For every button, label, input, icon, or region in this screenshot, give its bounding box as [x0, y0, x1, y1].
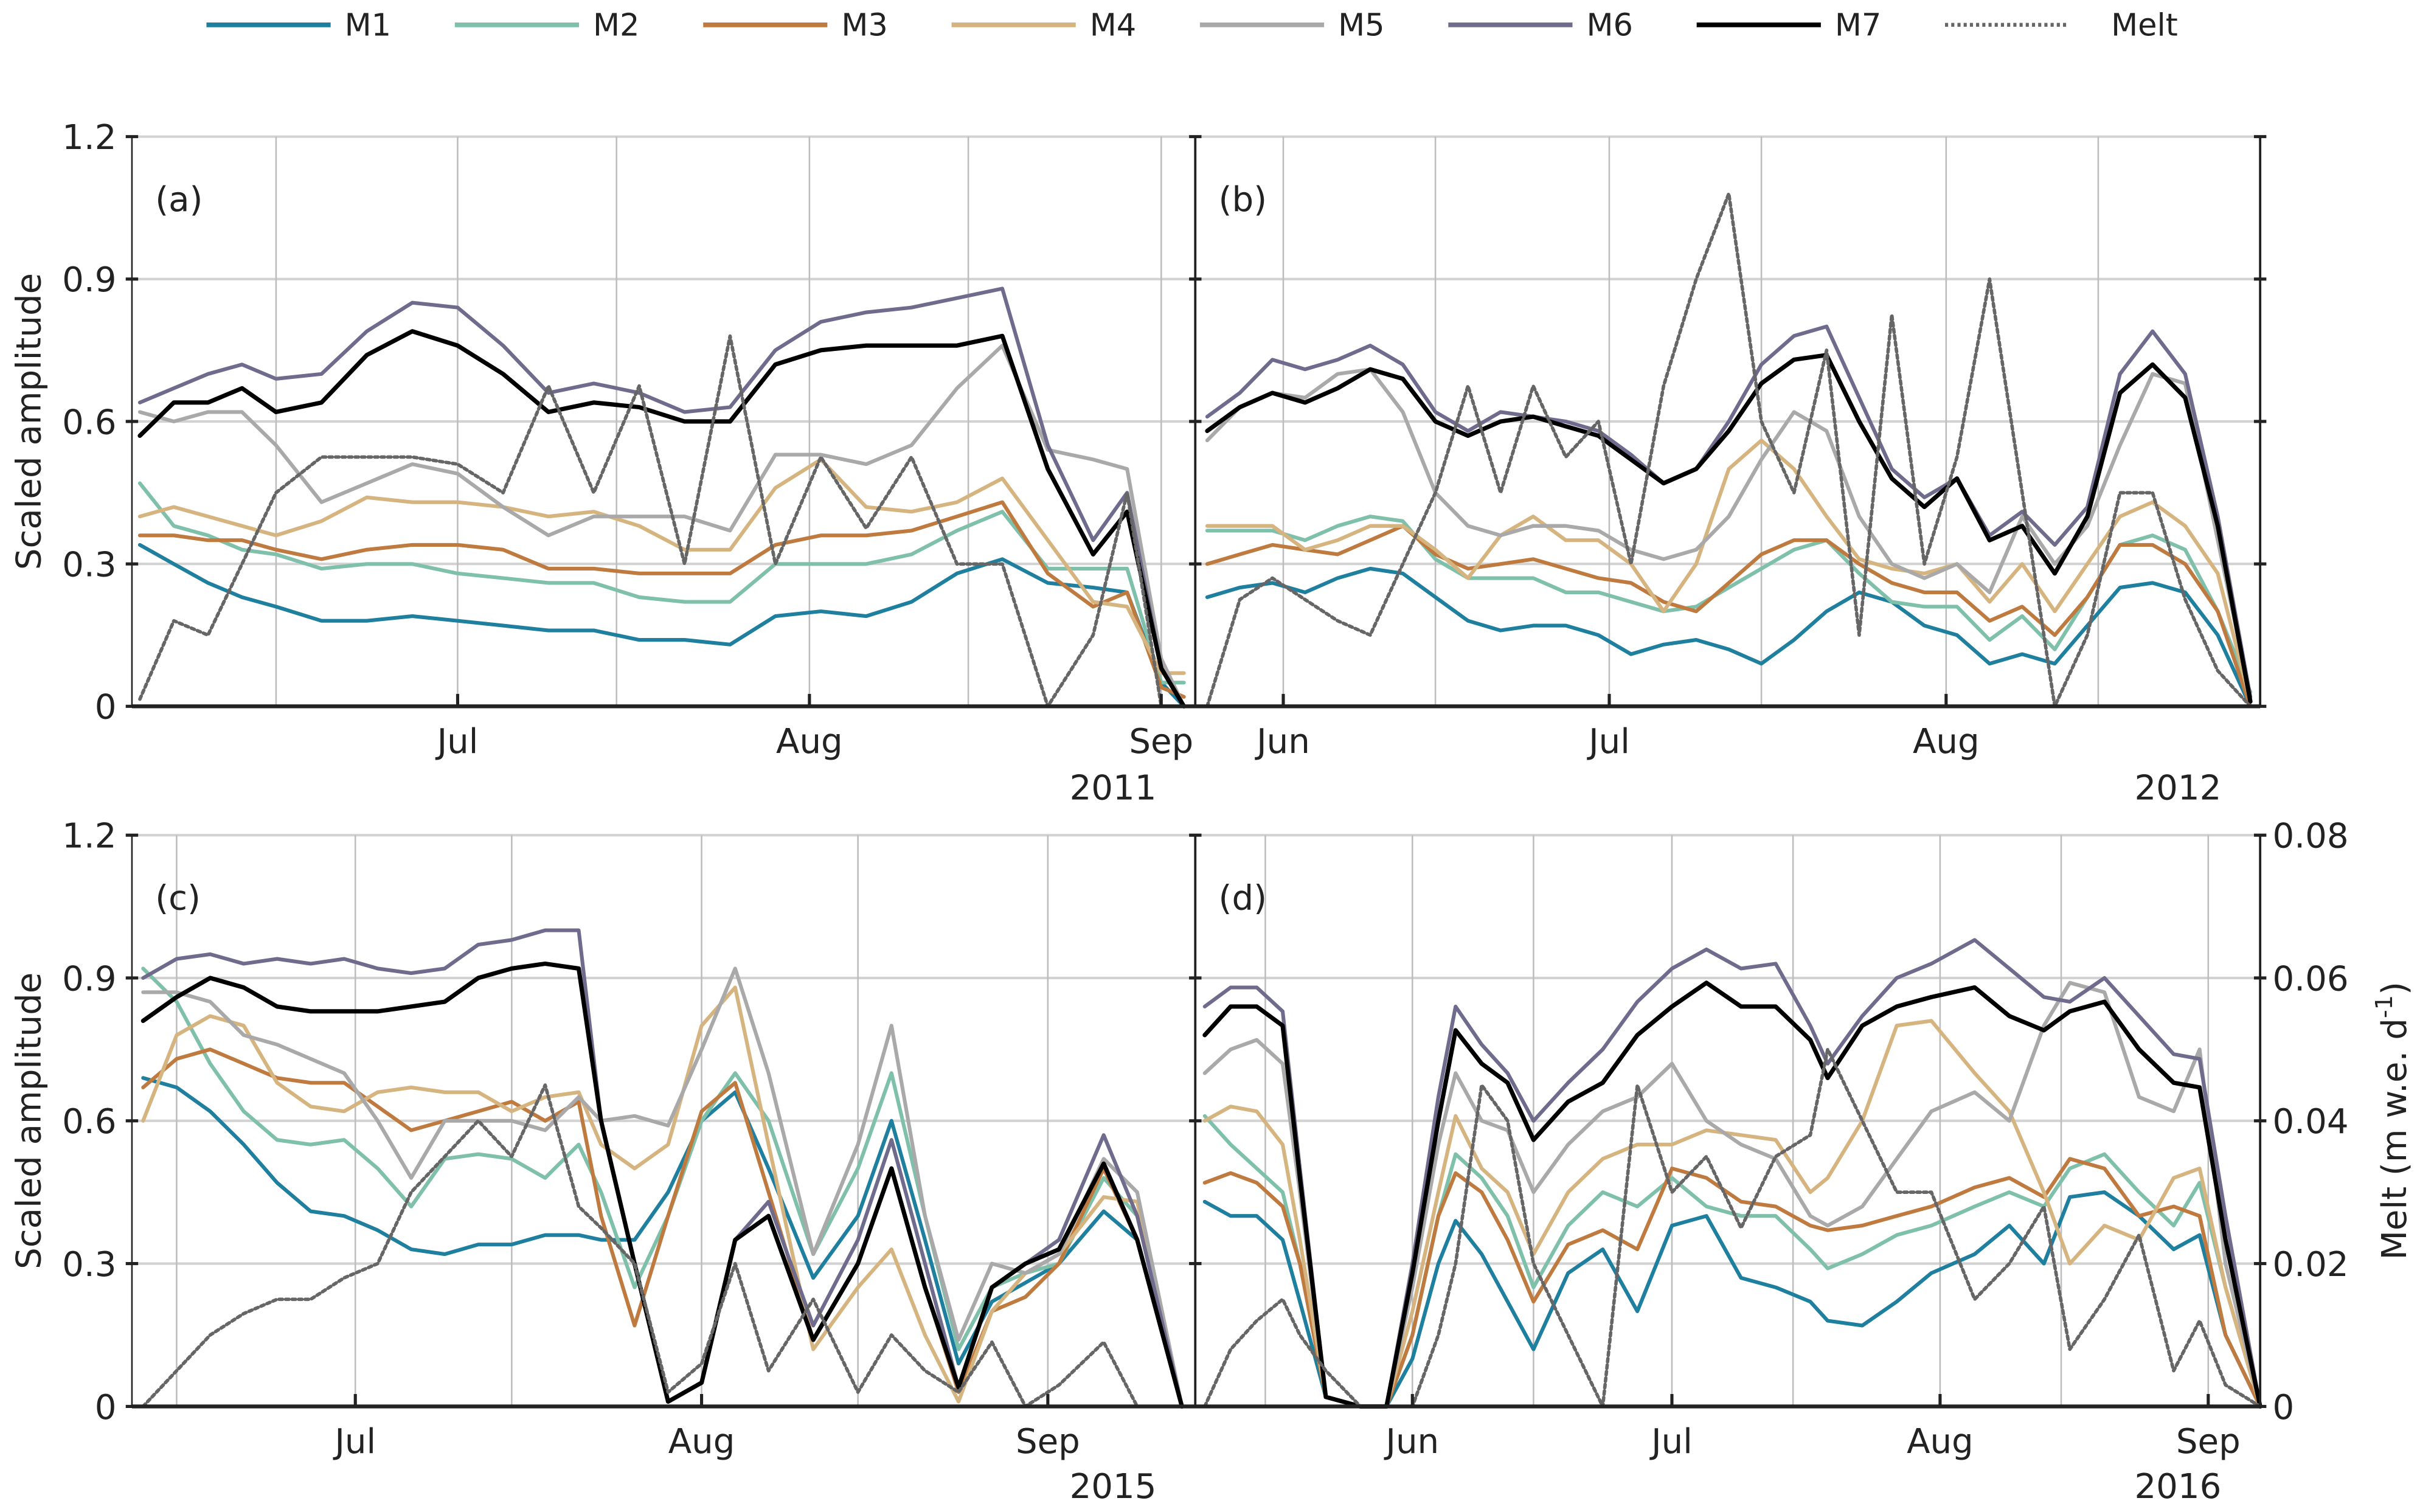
y-tick-label: 0.9 — [62, 959, 116, 999]
panel-a: 0 0.3 0.6 0.9 1.2 Jul Aug Sep 2011 (a) Scaled ampl… — [9, 118, 1196, 808]
x-tick-label: Sep — [2176, 1422, 2241, 1462]
legend-label: M5 — [1338, 8, 1385, 44]
series-line-m7 — [1205, 353, 2253, 704]
series-line-m3 — [141, 1047, 1184, 1409]
legend: M1 M2 M3 M4 M5 M6 M7 Melt — [206, 8, 2178, 44]
legend-item-m4: M4 — [951, 8, 1137, 44]
series-line-m2 — [1205, 515, 2253, 694]
x-tick-label: Aug — [776, 722, 843, 761]
legend-label: M7 — [1835, 8, 1882, 44]
x-tick-label: Aug — [1907, 1422, 1974, 1462]
y2-axis-title: Melt (m w.e. d-1) — [2371, 982, 2415, 1260]
panel-c: 0 0.3 0.6 0.9 1.2 Jul Aug Sep 2015 (c) Scaled ampl… — [9, 817, 1196, 1507]
series-line-m1 — [1202, 1190, 2262, 1409]
legend-item-m6: M6 — [1448, 8, 1633, 44]
series-line-m6 — [137, 286, 1186, 709]
y-tick-label: 0.6 — [62, 403, 116, 442]
x-tick-label: Sep — [1016, 1422, 1080, 1462]
y2-tick-label: 0.08 — [2273, 817, 2349, 856]
legend-item-m7: M7 — [1696, 8, 1882, 44]
x-tick-label: Jul — [333, 1422, 376, 1462]
panel-b: Jun Jul Aug 2012 (b) — [1189, 135, 2267, 808]
legend-label: M3 — [841, 8, 888, 44]
year-label: 2012 — [2134, 768, 2221, 808]
series-line-m4 — [1205, 439, 2253, 704]
panel-d: 0 0.02 0.04 0.06 0.08 Jun Jul Aug Sep 2016 (d) Melt… — [1189, 817, 2415, 1507]
series-line-m2 — [141, 966, 1184, 1409]
series-line-m6 — [141, 928, 1184, 1409]
y-tick-label: 0.9 — [62, 260, 116, 300]
series-line-m5 — [137, 344, 1186, 709]
series-line-m1 — [141, 1076, 1184, 1409]
series-line-melt — [1205, 192, 2252, 709]
x-tick-label: Jun — [1384, 1422, 1439, 1462]
legend-label: Melt — [2111, 8, 2178, 44]
series-line-m7 — [137, 329, 1187, 709]
y2-tick-label: 0 — [2273, 1388, 2295, 1427]
panel-label: (a) — [155, 180, 203, 220]
y2-axis-title-end: ) — [2375, 982, 2415, 995]
series-line-m4 — [141, 985, 1184, 1409]
panel-label: (d) — [1219, 879, 1267, 918]
x-tick-label: Aug — [668, 1422, 735, 1462]
series-line-melt — [1203, 1047, 2262, 1409]
y2-tick-label: 0.06 — [2273, 959, 2349, 999]
y2-axis-title-superscript: -1 — [2371, 995, 2398, 1018]
legend-item-m1: M1 — [206, 8, 391, 44]
series-line-m3 — [1205, 524, 2253, 709]
y-tick-label: 0.3 — [62, 1245, 116, 1285]
y-axis-title: Scaled amplitude — [9, 973, 49, 1269]
x-tick-label: Jul — [1587, 722, 1630, 761]
legend-label: M2 — [593, 8, 640, 44]
series-line-m1 — [137, 543, 1186, 709]
legend-label: M4 — [1090, 8, 1137, 44]
x-tick-label: Jul — [1649, 1422, 1693, 1462]
x-tick-label: Aug — [1913, 722, 1980, 761]
series-line-melt — [138, 334, 1186, 709]
x-tick-label: Jun — [1255, 722, 1310, 761]
series-line-m6 — [1202, 938, 2262, 1409]
y-tick-label: 0 — [95, 1388, 117, 1427]
legend-label: M6 — [1586, 8, 1633, 44]
legend-label: M1 — [345, 8, 392, 44]
x-tick-label: Jul — [435, 722, 479, 761]
panel-label: (b) — [1219, 180, 1267, 220]
y-tick-label: 1.2 — [62, 118, 116, 158]
year-label: 2015 — [1070, 1467, 1157, 1507]
y2-axis-title-main: Melt (m w.e. d — [2375, 1018, 2415, 1260]
y2-tick-label: 0.04 — [2273, 1102, 2349, 1142]
legend-item-m3: M3 — [703, 8, 888, 44]
y-tick-label: 0 — [95, 688, 117, 727]
legend-item-melt: Melt — [1945, 8, 2178, 44]
series-line-melt — [141, 1083, 1184, 1409]
y-tick-label: 0.6 — [62, 1102, 116, 1142]
y-tick-label: 1.2 — [62, 817, 116, 856]
year-label: 2016 — [2134, 1467, 2221, 1507]
y-tick-label: 0.3 — [62, 546, 116, 585]
series-line-m3 — [137, 500, 1186, 699]
series-line-m1 — [1205, 566, 2253, 709]
series-line-m3 — [1202, 1157, 2262, 1409]
y2-tick-label: 0.02 — [2273, 1245, 2349, 1285]
year-label: 2011 — [1070, 768, 1157, 808]
x-tick-label: Sep — [1129, 722, 1193, 761]
series-line-m5 — [141, 966, 1184, 1409]
series-line-m7 — [140, 961, 1184, 1409]
series-line-m4 — [137, 457, 1186, 675]
legend-item-m5: M5 — [1199, 8, 1385, 44]
series-line-m6 — [1205, 324, 2253, 699]
y-axis-title: Scaled amplitude — [9, 273, 49, 570]
panel-label: (c) — [155, 879, 201, 918]
legend-item-m2: M2 — [454, 8, 640, 44]
